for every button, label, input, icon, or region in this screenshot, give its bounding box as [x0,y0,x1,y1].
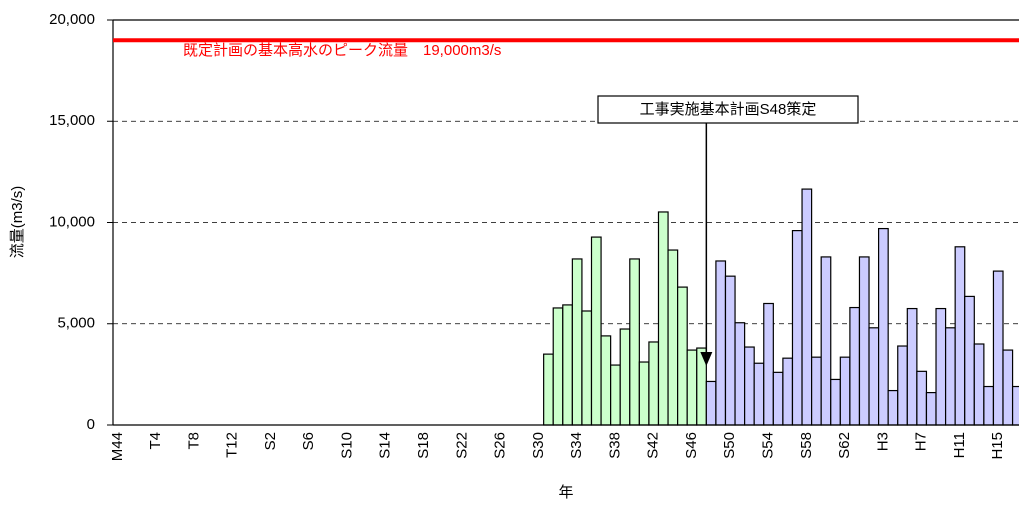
x-tick-label: H3 [874,432,891,451]
x-tick-label: S30 [530,432,547,459]
bar [638,361,650,426]
x-tick-label: S14 [377,432,394,459]
x-tick-label: S18 [415,432,432,459]
bar [925,392,937,426]
bar [830,378,841,426]
bar [552,307,564,426]
x-tick-label: T12 [224,432,241,458]
bar [677,286,688,426]
bar [686,349,698,426]
bar [744,346,755,426]
y-axis-title: 流量(m3/s) [9,186,26,259]
bar [877,227,889,426]
x-tick-label: S22 [453,432,470,459]
bar [734,322,746,426]
x-tick-label: S62 [836,432,853,459]
bar [724,275,736,426]
bar [648,341,660,426]
bar [811,356,822,426]
x-tick-label: S54 [760,432,777,459]
bar [657,211,669,426]
bar [581,310,593,426]
bar [983,385,995,426]
x-tick-label: S42 [645,432,662,459]
bar [610,364,621,426]
bar [935,307,947,426]
bar [839,356,851,426]
bar [906,307,918,426]
bar [868,327,880,426]
bar [1002,349,1014,426]
x-tick-label: T8 [185,432,202,450]
annotation-box [597,95,859,124]
bar [667,249,679,426]
x-tick-label: H7 [913,432,930,451]
x-axis-title: 年 [558,484,573,501]
bar [590,236,602,426]
bar [973,343,985,426]
x-tick-label: S6 [300,432,317,450]
bar [763,302,774,426]
bar [600,335,612,426]
x-tick-label: S10 [338,432,355,459]
x-tick-label: S38 [606,432,623,459]
bar [964,295,975,426]
bar [715,260,727,426]
x-tick-label: H11 [951,432,968,458]
bar [791,230,803,426]
bar [954,246,966,426]
x-tick-label: T4 [147,432,164,450]
bar [858,256,870,426]
bar [772,371,784,426]
bar [753,362,765,426]
bar [782,357,794,426]
y-tick-label: 15,000 [49,112,95,129]
bar [571,258,583,426]
annotation: 工事実施基本計画S48策定 [640,101,817,118]
y-tick-label: 20,000 [49,11,95,28]
bar [629,258,640,426]
bar [801,188,813,426]
bar [1011,385,1019,426]
y-tick-label: 5,000 [57,315,95,332]
y-tick-label: 0 [87,416,95,433]
y-tick-label: 10,000 [49,213,95,230]
bar [897,345,908,426]
x-tick-label: S26 [492,432,509,459]
x-tick-label: S50 [721,432,738,459]
x-tick-label: S2 [262,432,279,450]
x-tick-label: H15 [989,432,1006,460]
bar [619,328,631,426]
x-tick-label: S46 [683,432,700,459]
arrow-head [700,352,713,366]
bar [849,306,861,426]
bar [705,380,717,426]
bar [820,256,832,426]
x-tick-label: S58 [798,432,815,459]
bar [887,389,899,426]
reference-label: 既定計画の基本高水のピーク流量 19,000m3/s [183,42,501,59]
bar [944,327,956,426]
bar [543,353,554,426]
x-tick-label: M44 [109,432,126,461]
plot-area [543,188,1019,426]
bar [992,270,1004,426]
x-tick-label: S34 [568,432,585,459]
bar [916,370,928,426]
bar [562,304,573,426]
